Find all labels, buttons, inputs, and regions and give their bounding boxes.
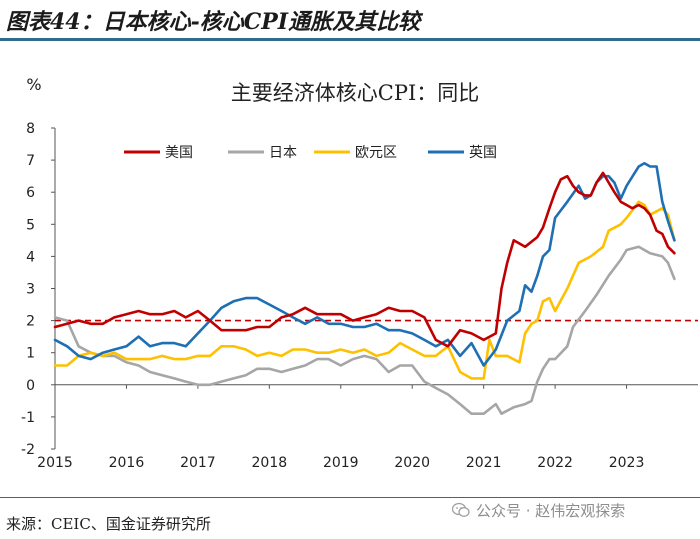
series-line-uk — [53, 162, 676, 367]
axes: -2 -1 0 1 2 3 4 5 6 7 8 2015 2016 2017 2018 2019 2020 202… — [21, 121, 698, 471]
legend-label-euro: 欧元区 — [355, 145, 397, 161]
series-line-us — [53, 171, 676, 348]
x-tick-label: 2015 — [37, 455, 73, 471]
y-tick-label: 6 — [26, 185, 35, 201]
y-tick-label: 7 — [26, 153, 35, 169]
chart-title: 主要经济体核心CPI：同比 — [231, 81, 480, 105]
y-tick-label: -2 — [21, 442, 35, 458]
series-line-euro — [53, 200, 676, 380]
figure-title: 图表44：日本核心-核心CPI通胀及其比较 — [6, 9, 421, 35]
y-axis-unit-label: % — [26, 75, 41, 94]
watermark-text: 公众号 · 赵伟宏观探索 — [476, 502, 626, 520]
header: 图表44：日本核心-核心CPI通胀及其比较 — [0, 0, 700, 41]
x-tick-label: 2020 — [394, 455, 430, 471]
wechat-icon — [452, 502, 470, 517]
series-lines — [53, 162, 676, 415]
y-tick-label: 4 — [26, 249, 35, 265]
y-tick-label: 1 — [26, 346, 35, 362]
x-tick-label: 2018 — [252, 455, 288, 471]
y-tick-label: -1 — [21, 410, 35, 426]
series-line-japan — [53, 245, 676, 415]
y-tick-label: 8 — [26, 121, 35, 137]
y-tick-label: 3 — [26, 282, 35, 298]
header-rule — [0, 38, 700, 41]
legend-label-japan: 日本 — [269, 145, 297, 161]
y-tick-label: 5 — [26, 217, 35, 233]
footer-rule — [0, 497, 700, 498]
x-tick-label: 2022 — [537, 455, 573, 471]
y-tick-label: 0 — [26, 378, 35, 394]
x-tick-label: 2017 — [180, 455, 216, 471]
legend-label-us: 美国 — [165, 145, 193, 161]
cpi-line-chart: 主要经济体核心CPI：同比 % -2 -1 0 1 2 3 4 5 6 7 8 2015 2016 201… — [21, 75, 698, 471]
x-tick-label: 2023 — [609, 455, 645, 471]
x-tick-label: 2016 — [109, 455, 145, 471]
y-tick-label: 2 — [26, 314, 35, 330]
x-tick-label: 2019 — [323, 455, 359, 471]
source-note: 来源：CEIC、国金证券研究所 — [6, 515, 211, 533]
legend: 美国 日本 欧元区 英国 — [124, 144, 497, 161]
x-tick-label: 2021 — [466, 455, 502, 471]
legend-label-uk: 英国 — [469, 144, 497, 161]
